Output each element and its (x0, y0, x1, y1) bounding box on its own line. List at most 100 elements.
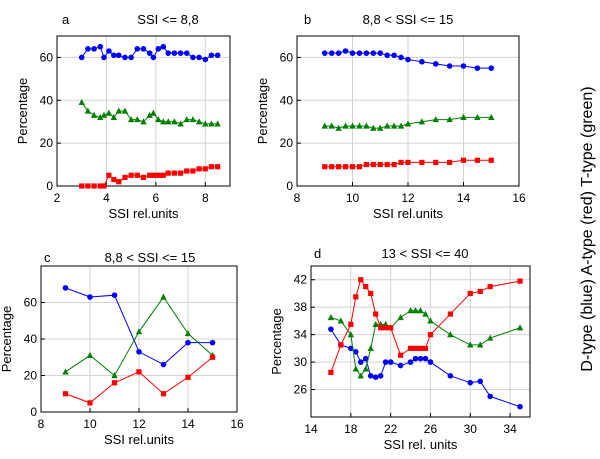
panel-title: 8,8 < SSI <= 15 (363, 12, 454, 27)
data-point-blue (91, 46, 97, 52)
data-point-green (202, 120, 209, 127)
data-point-blue (150, 54, 157, 61)
data-point-blue (372, 374, 379, 380)
data-point-red (87, 400, 93, 406)
data-point-red (150, 172, 156, 178)
panel-letter: c (44, 250, 51, 265)
data-point-blue (460, 63, 467, 69)
data-point-blue (160, 361, 167, 368)
data-point-green (370, 124, 377, 131)
panel-title: SSI <= 8,8 (137, 12, 198, 27)
data-point-green (372, 320, 379, 327)
data-point-green (171, 118, 178, 125)
data-point-blue (335, 50, 342, 56)
data-point-red (427, 332, 434, 338)
panel-letter: d (314, 246, 321, 261)
x-tick-label: 14 (457, 191, 471, 205)
data-point-blue (208, 52, 215, 59)
y-tick-label: 38 (294, 300, 308, 314)
data-point-blue (209, 339, 216, 346)
data-point-blue (106, 48, 112, 54)
data-point-green (404, 120, 412, 127)
y-tick-label: 0 (30, 405, 37, 419)
y-tick-label: 60 (24, 296, 38, 310)
data-point-blue (446, 63, 453, 69)
data-point-red (147, 172, 153, 178)
data-point-green (352, 365, 359, 372)
data-point-red (171, 170, 177, 176)
panel-b: 8 10 12 14 16 0 20 40 60 SSI rel.units Percentage b… (255, 12, 526, 221)
panel-letter: b (304, 12, 311, 27)
data-point-blue (111, 292, 118, 299)
data-point-red (328, 369, 334, 375)
data-point-red (368, 290, 374, 297)
data-point-green (121, 107, 129, 114)
data-point-green (367, 344, 374, 351)
data-point-red (342, 164, 349, 170)
data-point-green (195, 118, 203, 125)
data-point-green (97, 113, 104, 121)
data-point-red (338, 342, 344, 348)
data-point-blue (382, 359, 389, 365)
x-tick-label: 14 (181, 417, 195, 431)
y-tick-label: 40 (280, 93, 294, 107)
data-point-green (321, 122, 328, 129)
data-point-blue (196, 54, 202, 61)
y-axis-label: Percentage (255, 78, 270, 145)
data-point-red (477, 288, 483, 294)
x-tick-label: 30 (464, 422, 478, 436)
y-tick-label: 20 (40, 136, 54, 150)
data-point-blue (467, 379, 474, 386)
x-tick-label: 8 (202, 191, 209, 205)
data-point-red (91, 183, 97, 189)
data-point-red (433, 159, 439, 166)
x-tick-label: 18 (344, 422, 358, 436)
y-tick-label: 60 (40, 50, 54, 64)
data-point-red (196, 166, 202, 172)
data-point-red (460, 157, 467, 163)
x-axis-label: SSI rel. units (384, 437, 458, 452)
data-point-blue (78, 54, 85, 61)
series-line-blue (330, 328, 521, 408)
data-point-red (322, 164, 328, 170)
data-point-red (378, 325, 384, 331)
data-point-blue (214, 52, 221, 59)
data-point-blue (422, 355, 429, 362)
data-point-red (377, 161, 383, 168)
data-point-green (397, 122, 405, 129)
data-point-red (474, 157, 480, 163)
data-point-green (84, 107, 92, 114)
data-point-green (383, 122, 391, 129)
y-tick-label: 34 (294, 328, 308, 342)
y-tick-label: 42 (294, 273, 308, 287)
data-point-green (140, 118, 147, 125)
data-point-blue (488, 65, 495, 71)
data-point-blue (190, 54, 196, 61)
data-point-green (115, 107, 122, 114)
data-point-blue (384, 52, 390, 59)
data-point-red (397, 352, 404, 358)
data-point-red (447, 159, 453, 166)
data-point-blue (122, 54, 128, 61)
data-point-red (116, 179, 122, 185)
data-point-blue (397, 362, 404, 369)
series-line-green (330, 310, 521, 377)
data-point-green (90, 111, 98, 118)
data-point-blue (328, 50, 335, 56)
data-point-green (342, 122, 349, 129)
data-point-green (397, 313, 404, 321)
data-point-green (78, 98, 85, 106)
data-point-green (349, 122, 356, 129)
panel-title: 8,8 < SSI <= 15 (105, 250, 196, 265)
data-point-blue (363, 50, 370, 56)
data-point-blue (419, 58, 425, 65)
data-point-blue (328, 326, 334, 332)
x-tick-label: 22 (384, 422, 398, 436)
data-point-green (62, 368, 69, 375)
y-tick-label: 0 (286, 179, 293, 193)
data-point-red (391, 161, 397, 168)
data-point-red (405, 159, 411, 166)
data-point-green (347, 331, 355, 338)
data-point-green (417, 307, 424, 314)
x-tick-label: 8 (38, 417, 45, 431)
